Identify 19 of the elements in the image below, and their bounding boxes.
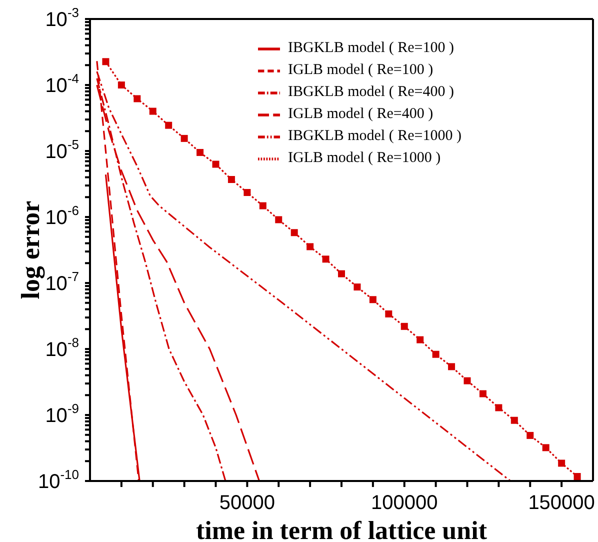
y-tick-label: 10$^{-10}$ xyxy=(38,466,79,493)
y-tick-label: 10$^{-9}$ xyxy=(45,400,79,427)
y-tick-label: 10$^{-5}$ xyxy=(45,136,79,163)
y-tick-label: 10$^{-6}$ xyxy=(45,202,79,229)
y-tick-label: 10$^{-3}$ xyxy=(45,4,79,31)
x-tick-label: 150000 xyxy=(528,492,595,514)
legend-label: IBGKLB model ( Re=400 ) xyxy=(288,84,454,100)
legend-label: IBGKLB model ( Re=100 ) xyxy=(288,40,454,56)
x-tick-label: 50000 xyxy=(219,492,275,514)
legend-label: IGLB model ( Re=100 ) xyxy=(288,62,434,78)
y-tick-label: 10$^{-4}$ xyxy=(45,70,79,97)
legend-label: IBGKLB model ( Re=1000 ) xyxy=(288,128,462,144)
y-tick-label: 10$^{-7}$ xyxy=(45,268,79,295)
y-tick-label: 10$^{-8}$ xyxy=(45,334,79,361)
x-tick-label: 100000 xyxy=(371,492,438,514)
legend-label: IGLB model ( Re=400 ) xyxy=(288,106,434,122)
x-axis-title: time in term of lattice unit xyxy=(196,516,488,542)
legend-label: IGLB model ( Re=1000 ) xyxy=(288,150,441,166)
y-axis-title: log error xyxy=(16,200,46,300)
